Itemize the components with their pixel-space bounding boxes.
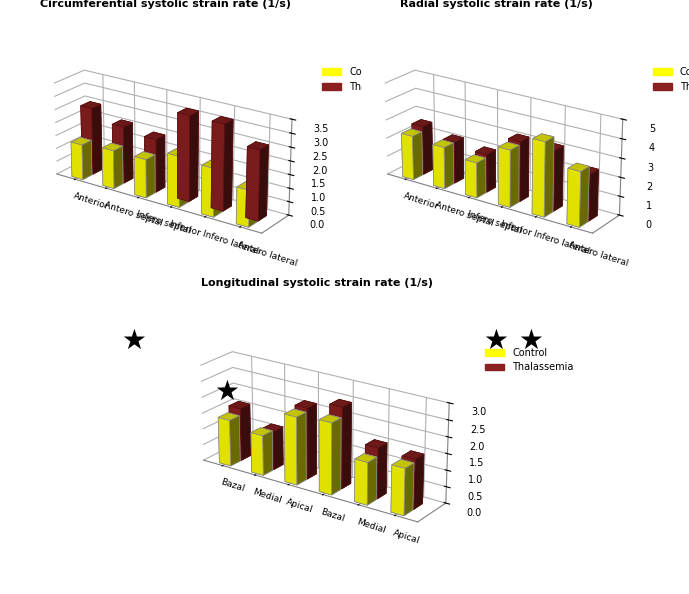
Title: Circumferential systolic strain rate (1/s): Circumferential systolic strain rate (1/…	[40, 0, 291, 9]
Title: Radial systolic strain rate (1/s): Radial systolic strain rate (1/s)	[400, 0, 593, 9]
Text: ★: ★	[214, 378, 238, 406]
Text: ★: ★	[366, 327, 391, 355]
Text: ★: ★	[518, 327, 543, 355]
Legend: Control, Thalassemia: Control, Thalassemia	[318, 63, 415, 96]
Title: Longitudinal systolic strain rate (1/s): Longitudinal systolic strain rate (1/s)	[201, 278, 433, 288]
Legend: Control, Thalassemia: Control, Thalassemia	[649, 63, 689, 96]
Text: ★: ★	[484, 327, 508, 355]
Text: ★: ★	[121, 327, 145, 355]
Legend: Control, Thalassemia: Control, Thalassemia	[481, 344, 577, 377]
